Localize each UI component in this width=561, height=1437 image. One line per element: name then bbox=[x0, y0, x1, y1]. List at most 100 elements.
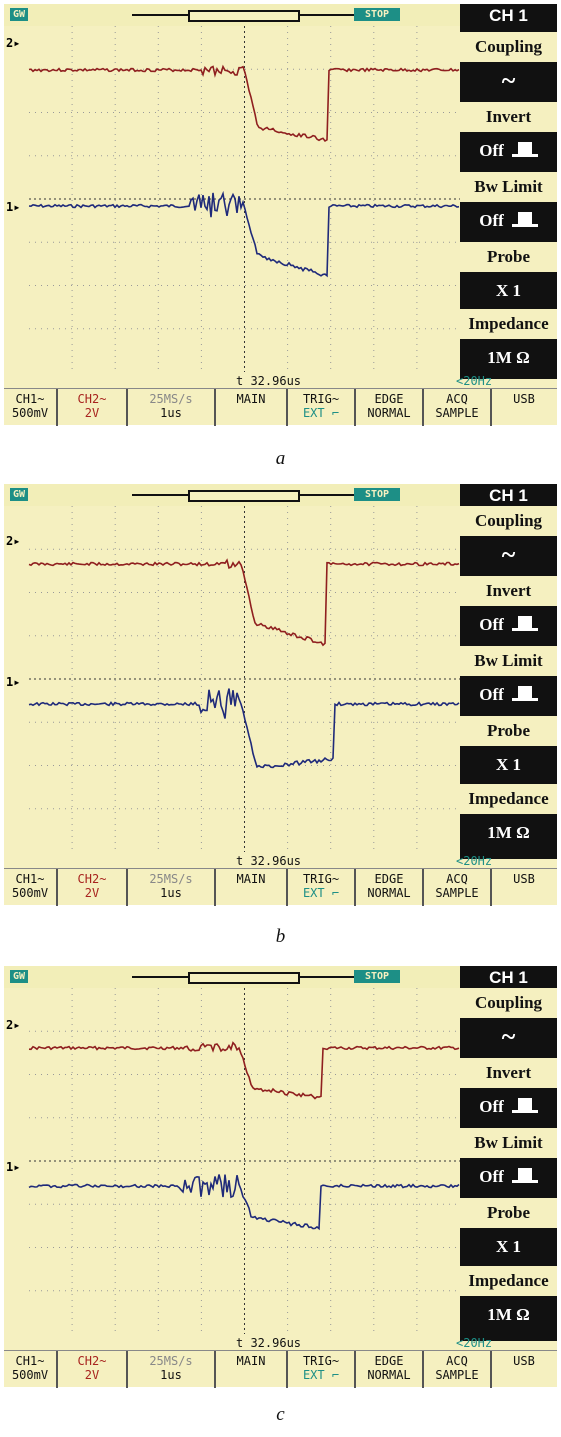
oscilloscope-screen: GW STOP 2▸ 1▸ CH 1 Coupling ~ Invert Off… bbox=[4, 966, 557, 1388]
edge-settings[interactable]: EDGE NORMAL bbox=[356, 869, 424, 906]
coupling-button[interactable]: ~ bbox=[501, 66, 516, 95]
ch2-marker: 2▸ bbox=[6, 534, 21, 548]
edge-settings[interactable]: EDGE NORMAL bbox=[356, 389, 424, 426]
usb-button[interactable]: USB bbox=[513, 872, 535, 886]
ch1-settings[interactable]: CH1~ 500mV bbox=[4, 389, 58, 426]
trigger-settings[interactable]: TRIG~ EXT ⌐ bbox=[288, 1351, 356, 1388]
memory-window-indicator bbox=[188, 10, 300, 22]
channel-header: CH 1 bbox=[460, 484, 557, 506]
acq-settings[interactable]: ACQ SAMPLE bbox=[424, 389, 492, 426]
graticule-grid bbox=[29, 506, 460, 852]
channel-menu: CH 1 Coupling ~ Invert Off Bw Limit Off … bbox=[460, 4, 557, 379]
caption-a: a bbox=[275, 448, 286, 469]
memory-window-indicator bbox=[188, 490, 300, 502]
ch1-settings[interactable]: CH1~ 500mV bbox=[4, 869, 58, 906]
graticule-grid bbox=[29, 988, 460, 1334]
waveform-graticule bbox=[28, 26, 460, 372]
invert-label: Invert bbox=[460, 102, 557, 132]
trigger-frequency: <20Hz bbox=[456, 1336, 493, 1350]
ch1-marker: 1▸ bbox=[6, 1160, 21, 1174]
bwlimit-button[interactable]: Off bbox=[460, 676, 557, 714]
stop-indicator: STOP bbox=[354, 8, 400, 21]
ch1-settings[interactable]: CH1~ 500mV bbox=[4, 1351, 58, 1388]
bottom-status-bar: CH1~ 500mV CH2~ 2V 25MS/s 1us MAIN TRIG~ EXT… bbox=[4, 868, 557, 906]
ch2-settings[interactable]: CH2~ 2V bbox=[58, 869, 128, 906]
graticule-grid bbox=[29, 26, 460, 372]
bwlimit-button[interactable]: Off bbox=[460, 202, 557, 240]
channel-header: CH 1 bbox=[460, 4, 557, 26]
trigger-settings[interactable]: TRIG~ EXT ⌐ bbox=[288, 869, 356, 906]
impedance-label: Impedance bbox=[460, 784, 557, 814]
invert-button[interactable]: Off bbox=[460, 1088, 557, 1126]
stop-indicator: STOP bbox=[354, 488, 400, 501]
invert-button[interactable]: Off bbox=[460, 132, 557, 170]
bwlimit-label: Bw Limit bbox=[460, 172, 557, 202]
impedance-button[interactable]: 1M Ω bbox=[487, 348, 530, 367]
timebase-settings[interactable]: 25MS/s 1us bbox=[128, 869, 216, 906]
ch2-marker: 2▸ bbox=[6, 36, 21, 50]
coupling-button[interactable]: ~ bbox=[501, 540, 516, 569]
trigger-frequency: <20Hz bbox=[456, 374, 493, 388]
ch1-trace bbox=[28, 688, 460, 769]
probe-button[interactable]: X 1 bbox=[495, 755, 522, 774]
ch1-trace bbox=[28, 190, 460, 278]
main-button[interactable]: MAIN bbox=[216, 1351, 288, 1388]
main-button[interactable]: MAIN bbox=[216, 869, 288, 906]
caption-c: c bbox=[276, 1404, 285, 1425]
time-status-line: t 32.96us <20Hz bbox=[4, 854, 492, 868]
pulse-icon bbox=[511, 212, 538, 227]
ch2-settings[interactable]: CH2~ 2V bbox=[58, 1351, 128, 1388]
ch2-settings[interactable]: CH2~ 2V bbox=[58, 389, 128, 426]
acq-settings[interactable]: ACQ SAMPLE bbox=[424, 1351, 492, 1388]
top-status-bar: GW STOP bbox=[4, 484, 460, 506]
channel-header: CH 1 bbox=[460, 966, 557, 988]
waveform-graticule bbox=[28, 988, 460, 1334]
pulse-icon bbox=[511, 1098, 538, 1113]
time-offset: t 32.96us bbox=[236, 854, 302, 868]
ch1-marker: 1▸ bbox=[6, 200, 21, 214]
invert-label: Invert bbox=[460, 1058, 557, 1088]
bottom-status-bar: CH1~ 500mV CH2~ 2V 25MS/s 1us MAIN TRIG~ EXT… bbox=[4, 388, 557, 426]
trigger-frequency: <20Hz bbox=[456, 854, 493, 868]
time-status-line: t 32.96us <20Hz bbox=[4, 374, 492, 388]
ch2-trace bbox=[28, 64, 460, 143]
bwlimit-button[interactable]: Off bbox=[460, 1158, 557, 1196]
probe-button[interactable]: X 1 bbox=[495, 1237, 522, 1256]
waveform-graticule bbox=[28, 506, 460, 852]
edge-settings[interactable]: EDGE NORMAL bbox=[356, 1351, 424, 1388]
impedance-button[interactable]: 1M Ω bbox=[487, 823, 530, 842]
usb-button[interactable]: USB bbox=[513, 392, 535, 406]
ch2-trace bbox=[28, 1041, 460, 1100]
ch1-marker: 1▸ bbox=[6, 675, 21, 689]
coupling-label: Coupling bbox=[460, 506, 557, 536]
caption-b: b bbox=[275, 926, 286, 947]
bottom-status-bar: CH1~ 500mV CH2~ 2V 25MS/s 1us MAIN TRIG~ EXT… bbox=[4, 1350, 557, 1388]
coupling-label: Coupling bbox=[460, 32, 557, 62]
pulse-icon bbox=[511, 686, 538, 701]
coupling-label: Coupling bbox=[460, 988, 557, 1018]
time-offset: t 32.96us bbox=[236, 374, 302, 388]
main-button[interactable]: MAIN bbox=[216, 389, 288, 426]
probe-label: Probe bbox=[460, 1198, 557, 1228]
invert-button[interactable]: Off bbox=[460, 606, 557, 644]
scope-panel-c: GW STOP 2▸ 1▸ CH 1 Coupling ~ Invert Off… bbox=[0, 966, 561, 1388]
bwlimit-label: Bw Limit bbox=[460, 646, 557, 676]
oscilloscope-screen: GW STOP 2▸ 1▸ CH 1 Coupling ~ Invert Off… bbox=[4, 4, 557, 426]
usb-button[interactable]: USB bbox=[513, 1354, 535, 1368]
impedance-button[interactable]: 1M Ω bbox=[487, 1305, 530, 1324]
bwlimit-label: Bw Limit bbox=[460, 1128, 557, 1158]
probe-button[interactable]: X 1 bbox=[495, 281, 522, 300]
top-status-bar: GW STOP bbox=[4, 966, 460, 988]
timebase-settings[interactable]: 25MS/s 1us bbox=[128, 1351, 216, 1388]
acq-settings[interactable]: ACQ SAMPLE bbox=[424, 869, 492, 906]
trigger-settings[interactable]: TRIG~ EXT ⌐ bbox=[288, 389, 356, 426]
oscilloscope-screen: GW STOP 2▸ 1▸ CH 1 Coupling ~ Invert Off… bbox=[4, 484, 557, 906]
ch2-trace bbox=[28, 558, 460, 647]
stop-indicator: STOP bbox=[354, 970, 400, 983]
timebase-settings[interactable]: 25MS/s 1us bbox=[128, 389, 216, 426]
coupling-button[interactable]: ~ bbox=[501, 1022, 516, 1051]
scope-panel-b: GW STOP 2▸ 1▸ CH 1 Coupling ~ Invert Off… bbox=[0, 484, 561, 906]
probe-label: Probe bbox=[460, 716, 557, 746]
gw-indicator: GW bbox=[10, 970, 28, 983]
impedance-label: Impedance bbox=[460, 309, 557, 339]
